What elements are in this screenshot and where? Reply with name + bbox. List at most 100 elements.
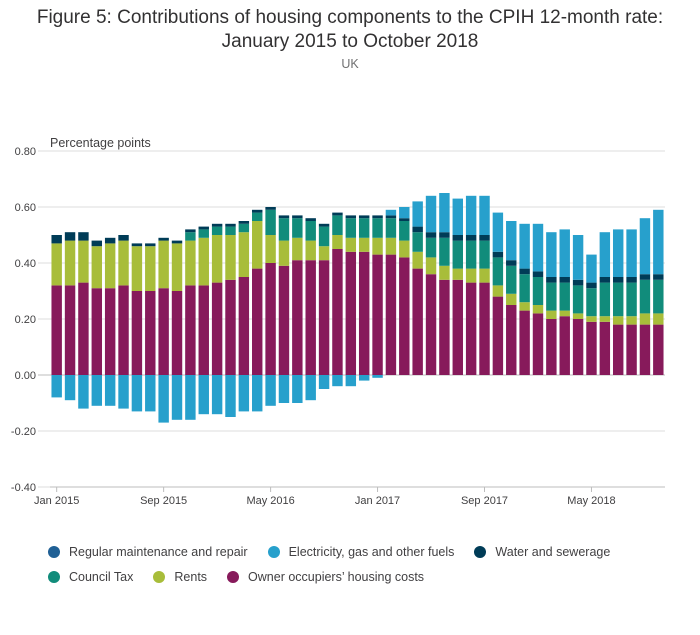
x-tick-label: Jan 2015: [34, 495, 79, 507]
legend-swatch: [153, 570, 166, 583]
bar-segment-electricity: [104, 375, 116, 406]
bar-segment-rents: [612, 316, 624, 325]
bar-segment-water: [385, 215, 397, 219]
x-tick-label: Jan 2017: [355, 495, 400, 507]
bar-segment-owner-occupiers: [305, 260, 316, 375]
bar-segment-rents: [265, 235, 276, 263]
bar-segment-council-tax: [305, 221, 316, 241]
bar-segment-owner-occupiers: [318, 260, 330, 375]
bar-segment-water: [158, 237, 169, 241]
bar-segment-owner-occupiers: [532, 313, 544, 375]
bar-segment-rents: [158, 240, 169, 289]
legend-label: Water and sewerage: [495, 544, 611, 559]
bar-segment-electricity: [238, 375, 250, 412]
stacked-bar-chart: Percentage points 0.80 0.60 0.40 0.20 0.00 -0…: [11, 136, 665, 507]
bar-segment-owner-occupiers: [145, 291, 156, 375]
bar-segment-owner-occupiers: [211, 282, 223, 375]
bar-segment-electricity: [64, 375, 76, 401]
bar-segment-council-tax: [492, 257, 504, 286]
bar-segment-owner-occupiers: [198, 285, 209, 375]
bar-segment-electricity: [318, 375, 330, 389]
bar-segment-rents: [425, 257, 437, 275]
bar-segment-owner-occupiers: [104, 288, 116, 375]
y-axis-label: Percentage points: [50, 136, 151, 150]
bar-segment-owner-occupiers: [372, 254, 383, 375]
y-tick-label: -0.40: [11, 482, 36, 494]
bar-segment-water: [425, 232, 437, 238]
bar-segment-electricity: [452, 198, 463, 235]
bar-segment-water: [399, 218, 410, 221]
bar-segment-rents: [118, 240, 129, 286]
bar-segment-water: [332, 212, 343, 216]
bar-segment-owner-occupiers: [131, 291, 143, 375]
bar-segment-water: [265, 207, 276, 210]
bar-segment-council-tax: [439, 237, 450, 266]
bar-segment-rents: [211, 235, 223, 283]
bar-segment-rents: [439, 265, 450, 280]
bars: [51, 193, 664, 423]
bar-segment-owner-occupiers: [465, 282, 477, 375]
bar-segment-rents: [318, 246, 330, 261]
bar-segment-electricity: [599, 232, 611, 277]
bar-segment-council-tax: [252, 212, 263, 221]
y-tick-label: 0.80: [15, 146, 36, 158]
bar-segment-council-tax: [332, 215, 343, 235]
bar-segment-council-tax: [238, 223, 250, 233]
chart-title-line1: Figure 5: Contributions of housing compo…: [36, 7, 664, 28]
bar-segment-owner-occupiers: [399, 257, 410, 375]
bar-segment-rents: [238, 232, 250, 277]
bar-segment-water: [572, 279, 584, 286]
bar-segment-electricity: [252, 375, 263, 412]
bar-segment-water: [612, 277, 624, 283]
bar-segment-water: [91, 240, 103, 247]
bar-segment-water: [64, 232, 76, 241]
bar-segment-rents: [332, 235, 343, 249]
bar-segment-rents: [372, 237, 383, 255]
bar-segment-water: [492, 251, 504, 258]
bar-segment-owner-occupiers: [412, 268, 423, 375]
bar-segment-owner-occupiers: [64, 285, 76, 375]
bar-segment-council-tax: [653, 279, 664, 314]
bar-segment-water: [372, 215, 383, 219]
bar-segment-owner-occupiers: [358, 251, 370, 375]
bar-segment-council-tax: [198, 229, 209, 238]
bar-segment-owner-occupiers: [559, 316, 570, 375]
bar-segment-water: [145, 243, 156, 247]
bar-segment-council-tax: [425, 237, 437, 258]
chart-title: Figure 5: Contributions of housing compo…: [0, 6, 700, 54]
bar-segment-electricity: [91, 375, 103, 406]
bar-segment-council-tax: [278, 218, 290, 241]
bar-segment-owner-occupiers: [506, 305, 517, 375]
bar-segment-owner-occupiers: [238, 277, 250, 375]
bar-segment-council-tax: [559, 282, 570, 311]
legend-swatch: [48, 545, 60, 558]
legend-item: Regular maintenance and repair: [48, 545, 248, 559]
bar-segment-rents: [452, 268, 463, 280]
legend-label: Rents: [174, 569, 208, 584]
bar-segment-owner-occupiers: [252, 268, 263, 375]
y-tick-label: 0.00: [15, 370, 36, 382]
bar-segment-electricity: [78, 375, 89, 409]
bar-segment-owner-occupiers: [599, 321, 611, 375]
bar-segment-electricity: [118, 375, 129, 409]
bar-segment-water: [131, 243, 143, 247]
bar-segment-water: [639, 274, 651, 280]
bar-segment-rents: [198, 237, 209, 286]
bar-segment-rents: [78, 240, 89, 283]
legend-item: Electricity, gas and other fuels: [267, 545, 454, 559]
legend-swatch: [474, 545, 487, 558]
bar-segment-council-tax: [479, 240, 490, 269]
bar-segment-council-tax: [318, 226, 330, 247]
bar-segment-water: [211, 223, 223, 227]
bar-segment-owner-occupiers: [171, 291, 183, 375]
bar-segment-council-tax: [399, 221, 410, 241]
bar-segment-owner-occupiers: [278, 265, 290, 375]
legend-swatch: [267, 545, 280, 558]
bar-segment-owner-occupiers: [439, 279, 450, 375]
bar-segment-water: [439, 232, 450, 238]
bar-segment-water: [412, 226, 423, 233]
bar-segment-rents: [225, 235, 236, 280]
bar-segment-rents: [64, 240, 76, 286]
bar-segment-electricity: [305, 375, 316, 401]
bar-segment-owner-occupiers: [345, 251, 357, 375]
